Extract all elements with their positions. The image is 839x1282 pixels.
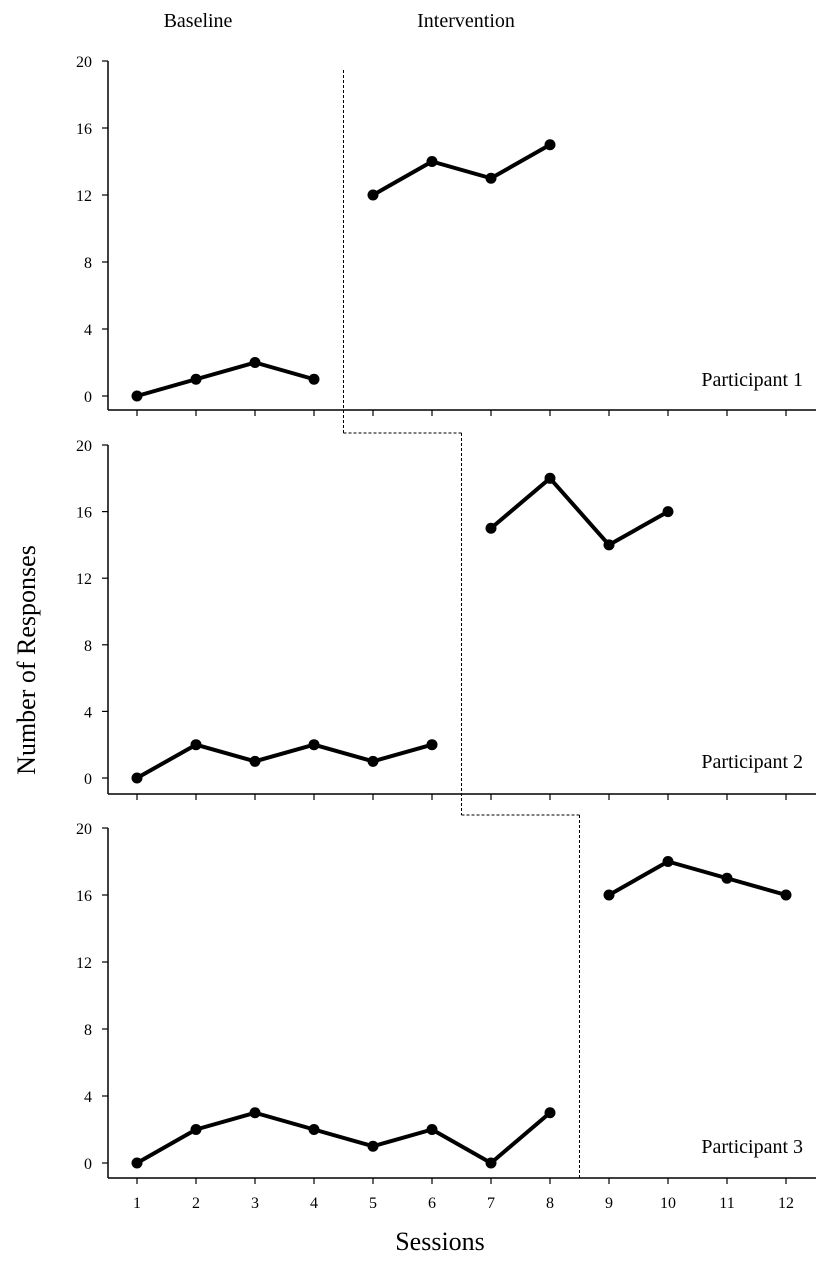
y-tick-label-12-participant-2: 12: [76, 571, 92, 588]
y-tick-label-4-participant-1: 4: [84, 322, 92, 339]
intervention-line-participant-1: [372, 143, 551, 197]
panel-participant-2: 0 4 8 12 16 20 Participant 2: [76, 438, 816, 800]
x-tick-label-8: 8: [546, 1195, 554, 1212]
y-tick-label-4-participant-3: 4: [84, 1089, 92, 1106]
baseline-phase-label: Baseline: [164, 10, 233, 32]
y-tick-label-0-participant-2: 0: [84, 771, 92, 788]
chart-labels: Baseline Intervention Sessions Number of…: [12, 10, 515, 1256]
y-tick-label-0-participant-1: 0: [84, 389, 92, 406]
baseline-point-participant-2-session-6: [426, 739, 438, 751]
intervention-line-participant-3: [608, 859, 787, 897]
x-tick-label-12: 12: [778, 1195, 794, 1212]
y-tick-label-16-participant-2: 16: [76, 505, 92, 522]
x-tick-label-4: 4: [310, 1195, 318, 1212]
baseline-line-participant-3: [136, 1110, 552, 1165]
y-tick-label-12-participant-1: 12: [76, 188, 92, 205]
baseline-line-participant-2: [136, 742, 433, 780]
baseline-point-participant-2-session-1: [131, 772, 143, 784]
intervention-point-participant-1-session-7: [485, 172, 497, 184]
baseline-point-participant-1-session-3: [249, 357, 261, 368]
x-tick-label-7: 7: [487, 1195, 495, 1212]
intervention-point-participant-2-session-7: [485, 522, 497, 534]
baseline-point-participant-3-session-5: [367, 1140, 379, 1152]
x-axis-label: Sessions: [395, 1227, 485, 1256]
baseline-point-participant-1-session-2: [190, 373, 202, 385]
y-tick-label-0-participant-3: 0: [84, 1156, 92, 1173]
participant-label-1: Participant 1: [701, 369, 803, 391]
y-axis-label: Number of Responses: [12, 545, 41, 775]
y-tick-label-4-participant-2: 4: [84, 704, 92, 721]
x-tick-label-5: 5: [369, 1195, 377, 1212]
x-tick-label-2: 2: [192, 1195, 200, 1212]
baseline-point-participant-2-session-4: [308, 739, 320, 751]
baseline-point-participant-3-session-7: [485, 1157, 497, 1169]
y-tick-label-8-participant-2: 8: [84, 638, 92, 655]
intervention-point-participant-2-session-8: [544, 472, 556, 484]
baseline-point-participant-3-session-6: [426, 1124, 438, 1135]
baseline-point-participant-3-session-8: [544, 1107, 556, 1119]
baseline-point-participant-2-session-3: [249, 755, 261, 767]
baseline-point-participant-1-session-4: [308, 373, 320, 385]
x-tick-label-10: 10: [660, 1195, 676, 1212]
participant-label-2: Participant 2: [701, 751, 803, 773]
x-tick-label-9: 9: [605, 1195, 613, 1212]
baseline-point-participant-3-session-1: [131, 1157, 143, 1169]
baseline-point-participant-2-session-2: [190, 739, 202, 751]
intervention-point-participant-3-session-11: [721, 872, 733, 884]
y-tick-label-20-participant-2: 20: [76, 438, 92, 455]
baseline-point-participant-3-session-3: [249, 1107, 261, 1119]
participant-label-3: Participant 3: [701, 1136, 803, 1158]
y-tick-label-16-participant-3: 16: [76, 888, 92, 905]
intervention-point-participant-2-session-10: [662, 506, 674, 518]
intervention-point-participant-3-session-9: [603, 889, 615, 901]
x-tick-label-6: 6: [428, 1195, 436, 1212]
x-tick-label-1: 1: [133, 1195, 141, 1212]
x-tick-label-11: 11: [719, 1195, 734, 1212]
baseline-point-participant-1-session-1: [131, 390, 143, 402]
x-tick-label-3: 3: [251, 1195, 259, 1212]
intervention-point-participant-1-session-5: [367, 189, 379, 201]
y-tick-label-8-participant-3: 8: [84, 1022, 92, 1039]
intervention-point-participant-2-session-9: [603, 539, 615, 551]
y-tick-label-8-participant-1: 8: [84, 255, 92, 272]
baseline-point-participant-3-session-4: [308, 1124, 320, 1135]
y-tick-label-20-participant-3: 20: [76, 821, 92, 838]
baseline-point-participant-3-session-2: [190, 1124, 202, 1135]
intervention-point-participant-3-session-12: [780, 889, 792, 901]
intervention-phase-label: Intervention: [417, 10, 515, 32]
panel-participant-1: 0 4 8 12 16 20 Participant 1: [76, 54, 816, 416]
y-tick-label-12-participant-3: 12: [76, 955, 92, 972]
y-tick-label-20-participant-1: 20: [76, 54, 92, 71]
y-tick-label-16-participant-1: 16: [76, 121, 92, 138]
intervention-point-participant-1-session-8: [544, 139, 556, 151]
baseline-point-participant-2-session-5: [367, 755, 379, 767]
baseline-line-participant-1: [136, 360, 315, 398]
intervention-line-participant-2: [489, 476, 669, 547]
intervention-point-participant-1-session-6: [426, 156, 438, 167]
intervention-point-participant-3-session-10: [662, 856, 674, 867]
phase-change-lines: [343, 70, 580, 1178]
